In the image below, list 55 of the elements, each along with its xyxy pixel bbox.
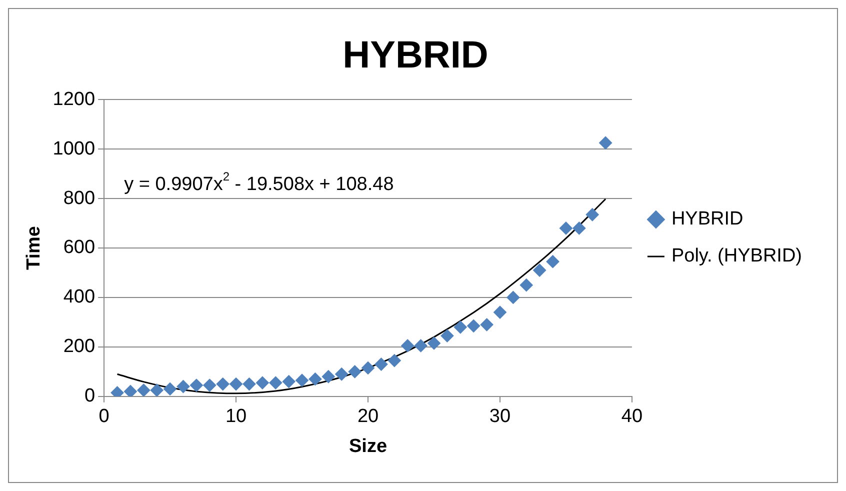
y-tick-label: 200 (63, 336, 96, 358)
point (546, 255, 560, 268)
legend-label: Poly. (HYBRID) (671, 246, 802, 267)
y-tick-label: 0 (84, 386, 96, 407)
point (150, 384, 164, 396)
point (203, 378, 216, 392)
x-tick-label: 40 (621, 406, 643, 428)
point (190, 378, 203, 392)
point (493, 306, 506, 319)
y-axis-title: Time (24, 226, 45, 270)
point (256, 376, 269, 390)
point (559, 222, 572, 235)
point (374, 358, 388, 371)
point (176, 380, 190, 394)
point (216, 378, 230, 391)
point (164, 382, 177, 396)
y-tick-label: 600 (63, 237, 96, 258)
point (533, 264, 546, 277)
line-series (116, 198, 606, 394)
point (269, 376, 282, 390)
point (230, 378, 243, 391)
point (414, 339, 428, 352)
point (440, 329, 454, 342)
y-tick-label: 1200 (52, 88, 96, 110)
y-tick-label: 400 (63, 286, 96, 308)
point (137, 384, 150, 396)
point (124, 384, 137, 396)
point (308, 372, 322, 386)
point (586, 208, 599, 222)
x-tick-label: 20 (357, 406, 379, 428)
point (282, 375, 296, 388)
legend-label: HYBRID (671, 208, 744, 230)
point (296, 374, 309, 387)
x-tick-label: 10 (225, 406, 247, 428)
point (599, 136, 612, 150)
point (572, 222, 586, 235)
point (335, 368, 348, 381)
point (427, 336, 440, 350)
point (520, 278, 533, 292)
point (401, 339, 414, 352)
point (348, 365, 362, 378)
point (242, 378, 256, 391)
point (322, 370, 335, 384)
point (454, 320, 467, 334)
x-axis-title: Size (348, 436, 388, 457)
point (506, 290, 520, 304)
y-tick-label: 800 (63, 188, 96, 209)
y-tick-label: 1000 (52, 138, 96, 160)
point (467, 319, 480, 332)
point (362, 361, 375, 374)
point (480, 318, 494, 332)
point (388, 354, 401, 368)
x-tick-label: 0 (98, 406, 110, 428)
x-tick-label: 30 (489, 406, 511, 428)
chart-title: HYBRID (342, 34, 488, 76)
